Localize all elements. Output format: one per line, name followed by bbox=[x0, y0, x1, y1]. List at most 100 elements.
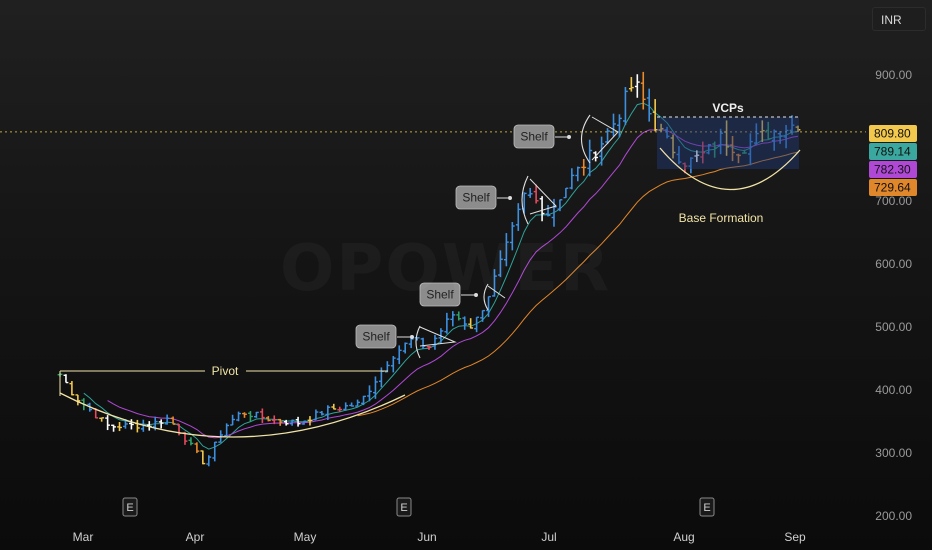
cup-curve bbox=[59, 392, 406, 438]
candle bbox=[456, 311, 462, 321]
svg-text:729.64: 729.64 bbox=[874, 181, 911, 195]
candle bbox=[468, 318, 474, 329]
candle bbox=[367, 385, 372, 402]
candle bbox=[378, 367, 384, 388]
svg-text:809.80: 809.80 bbox=[874, 127, 911, 141]
candle bbox=[789, 115, 795, 135]
svg-text:Shelf: Shelf bbox=[520, 130, 548, 144]
candle bbox=[563, 187, 569, 199]
candle bbox=[420, 337, 426, 349]
candle bbox=[777, 131, 783, 144]
candle bbox=[396, 345, 402, 365]
candle bbox=[617, 114, 622, 138]
currency-selector[interactable]: INR bbox=[872, 7, 926, 31]
candle bbox=[343, 402, 349, 411]
candle bbox=[533, 184, 539, 204]
shelf-annotation[interactable]: Shelf bbox=[355, 324, 457, 359]
candle bbox=[301, 420, 307, 425]
candle bbox=[236, 411, 241, 422]
svg-text:E: E bbox=[703, 502, 710, 514]
candle bbox=[730, 136, 735, 162]
candle bbox=[254, 411, 259, 418]
vcp-box bbox=[657, 117, 799, 169]
candle bbox=[545, 204, 551, 217]
candle bbox=[426, 345, 432, 350]
candle bbox=[134, 419, 140, 433]
pivot-label: Pivot bbox=[212, 364, 239, 378]
earnings-marker[interactable]: E bbox=[396, 497, 412, 517]
candle bbox=[623, 87, 628, 126]
candle bbox=[248, 411, 253, 422]
candle bbox=[117, 422, 122, 432]
price-label: 809.80 bbox=[869, 125, 917, 142]
svg-text:E: E bbox=[126, 502, 133, 514]
base-formation-label: Base Formation bbox=[679, 211, 764, 225]
candle bbox=[325, 405, 331, 421]
candle bbox=[486, 295, 491, 317]
y-tick-label: 700.00 bbox=[875, 194, 912, 208]
candle bbox=[652, 99, 658, 132]
candle bbox=[605, 128, 610, 145]
candle bbox=[444, 312, 450, 334]
candle bbox=[581, 158, 587, 176]
svg-text:E: E bbox=[400, 502, 407, 514]
candle bbox=[349, 402, 355, 407]
axes: 200.00 300.00 400.00 500.00 600.00 700.00 900.… bbox=[73, 68, 917, 544]
candle bbox=[361, 395, 366, 406]
candle bbox=[373, 376, 378, 399]
candle bbox=[111, 424, 116, 432]
candle bbox=[99, 417, 105, 422]
candle bbox=[676, 146, 682, 165]
candle bbox=[492, 269, 497, 297]
y-tick-label: 400.00 bbox=[875, 383, 912, 397]
candle bbox=[319, 410, 325, 416]
candle bbox=[611, 113, 616, 137]
candle bbox=[414, 336, 420, 341]
candle bbox=[331, 403, 337, 410]
candle bbox=[515, 203, 521, 231]
candle bbox=[694, 150, 700, 163]
shelf-annotation[interactable]: Shelf bbox=[513, 114, 619, 164]
symbol-watermark: OPOWER bbox=[280, 232, 611, 306]
candle bbox=[640, 71, 646, 110]
candle bbox=[224, 423, 230, 437]
candle bbox=[212, 441, 218, 462]
candle bbox=[188, 437, 194, 446]
candle bbox=[271, 415, 277, 425]
candle bbox=[569, 168, 575, 190]
candle bbox=[194, 442, 200, 454]
candle bbox=[527, 187, 533, 198]
x-tick-label: Sep bbox=[784, 530, 806, 544]
candle bbox=[712, 141, 718, 158]
candle bbox=[628, 77, 634, 92]
earnings-marker[interactable]: E bbox=[122, 497, 138, 517]
candle bbox=[450, 311, 456, 327]
candle bbox=[634, 74, 640, 98]
candle bbox=[200, 450, 206, 465]
candle bbox=[462, 316, 468, 330]
candle bbox=[75, 394, 81, 406]
candle bbox=[384, 361, 390, 373]
candle bbox=[265, 416, 271, 422]
candle bbox=[599, 136, 604, 166]
svg-text:789.14: 789.14 bbox=[874, 145, 911, 159]
shelf-annotation[interactable]: Shelf bbox=[419, 282, 506, 311]
candle bbox=[402, 342, 408, 354]
x-tick-label: Apr bbox=[186, 530, 205, 544]
candle bbox=[170, 416, 176, 425]
candle bbox=[706, 143, 712, 155]
candle bbox=[474, 316, 480, 333]
y-tick-label: 200.00 bbox=[875, 509, 912, 523]
shelf-annotation[interactable]: Shelf bbox=[455, 175, 557, 225]
candle bbox=[539, 196, 545, 222]
x-tick-label: Jul bbox=[541, 530, 556, 544]
candle bbox=[658, 123, 664, 132]
y-tick-label: 300.00 bbox=[875, 446, 912, 460]
earnings-marker[interactable]: E bbox=[699, 497, 715, 517]
svg-text:782.30: 782.30 bbox=[874, 163, 911, 177]
candle bbox=[747, 133, 753, 166]
svg-text:Shelf: Shelf bbox=[462, 191, 490, 205]
candle bbox=[390, 355, 396, 373]
candle bbox=[337, 406, 343, 412]
